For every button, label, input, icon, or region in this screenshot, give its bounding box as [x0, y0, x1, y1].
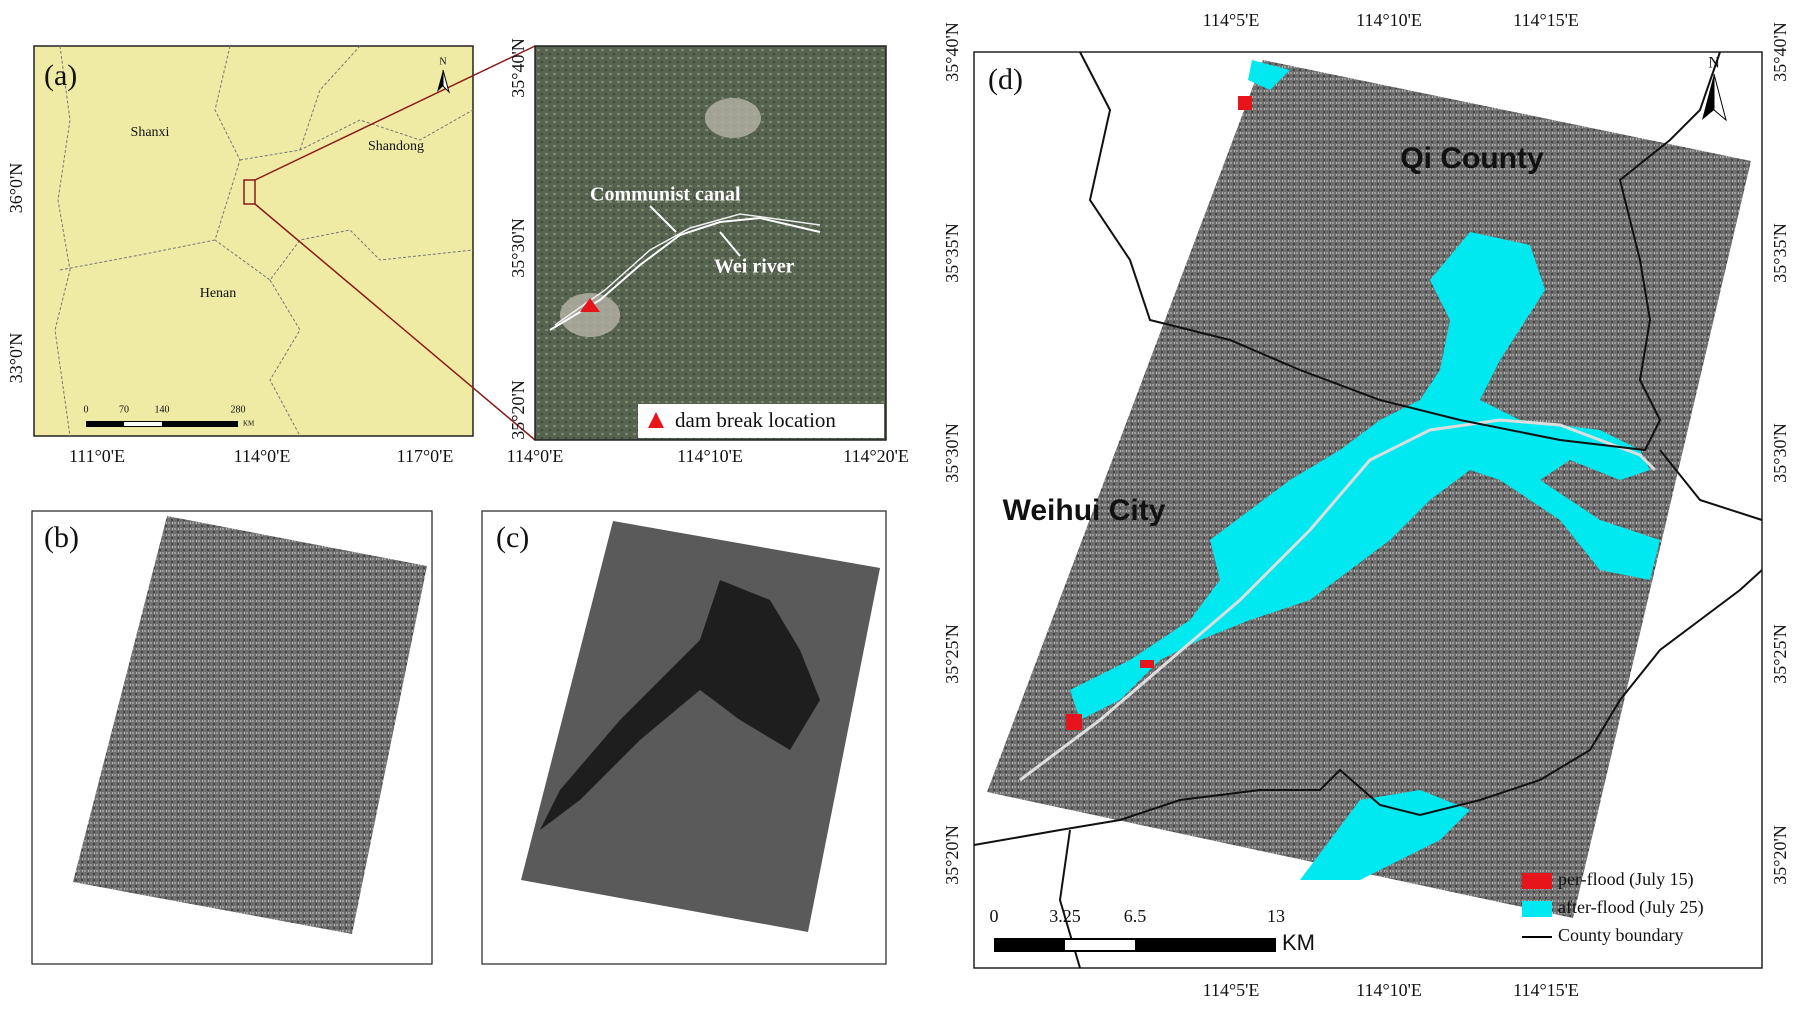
after-flood-area — [1070, 232, 1660, 720]
panel-a-map — [33, 45, 474, 437]
y-tick-label: 35°30'N — [508, 218, 528, 277]
river — [549, 216, 821, 331]
y-tick-label: 36°0'N — [6, 163, 26, 213]
x-tick-label: 114°10'E — [1356, 10, 1422, 30]
x-tick-label: 114°0'E — [507, 446, 564, 466]
flood-dark-area — [540, 580, 820, 830]
pre-flood-area — [1066, 714, 1082, 730]
scale-label: 0 — [84, 404, 89, 415]
annotation-arrow — [649, 205, 677, 233]
north-label: N — [439, 56, 446, 67]
x-tick-label: 114°15'E — [1513, 10, 1579, 30]
x-tick-label: 114°10'E — [1356, 980, 1422, 1000]
scale-unit: KM — [243, 420, 255, 428]
dam-break-marker — [580, 298, 600, 312]
town — [560, 293, 620, 337]
satellite-image — [534, 45, 887, 441]
scale-label: 13 — [1267, 906, 1285, 926]
region-label: Shandong — [368, 139, 424, 154]
x-tick-label: 114°15'E — [1513, 980, 1579, 1000]
sar-image-after — [521, 521, 880, 932]
x-tick-label: 114°5'E — [1203, 10, 1260, 30]
panel-label: (a) — [44, 59, 77, 92]
after-flood-area — [1248, 60, 1290, 90]
panel-label: (c) — [496, 521, 529, 554]
panel-label: (d) — [988, 63, 1023, 96]
y-tick-label: 35°20'N — [942, 825, 962, 884]
river — [1019, 418, 1657, 782]
annotation: Communist canal — [590, 184, 741, 206]
county-boundaries — [973, 51, 1763, 969]
panel-label: (b) — [44, 521, 79, 554]
town — [705, 98, 761, 138]
sar-image-before — [73, 516, 427, 934]
scale-bar — [1065, 940, 1135, 950]
y-tick-label: 35°25'N — [1770, 624, 1790, 683]
pre-flood-area — [1140, 660, 1154, 668]
y-tick-label: 35°40'N — [1770, 22, 1790, 81]
north-label: N — [1708, 55, 1720, 72]
y-tick-label: 35°35'N — [1770, 223, 1790, 282]
x-tick-label: 114°10'E — [677, 446, 743, 466]
scale-label: 0 — [990, 906, 999, 926]
scale-unit: KM — [1282, 930, 1315, 955]
y-tick-label: 35°35'N — [942, 223, 962, 282]
annotation-arrow — [719, 231, 741, 257]
x-tick-label: 117°0'E — [397, 446, 454, 466]
scale-label: 6.5 — [1124, 906, 1147, 926]
y-tick-label: 35°20'N — [508, 380, 528, 439]
x-tick-label: 114°0'E — [234, 446, 291, 466]
region-label: Henan — [200, 286, 237, 301]
legend-marker — [648, 412, 664, 428]
canal — [554, 213, 821, 326]
legend-label: dam break location — [675, 408, 836, 432]
scale-label: 140 — [155, 404, 170, 415]
north-arrow — [1702, 74, 1714, 120]
scale-label: 280 — [231, 404, 246, 415]
x-tick-label: 111°0'E — [69, 446, 125, 466]
y-tick-label: 33°0'N — [6, 333, 26, 383]
north-arrow — [437, 70, 443, 92]
x-tick-label: 114°5'E — [1203, 980, 1260, 1000]
x-tick-label: 114°20'E — [843, 446, 909, 466]
y-tick-label: 35°40'N — [508, 38, 528, 97]
y-tick-label: 35°30'N — [942, 423, 962, 482]
scale-bar — [124, 422, 162, 426]
scale-label: 3.25 — [1049, 906, 1081, 926]
study-area-box — [243, 179, 256, 205]
place-label: Weihui City — [1003, 494, 1166, 527]
y-tick-label: 35°40'N — [942, 22, 962, 81]
place-label: Qi County — [1400, 142, 1544, 175]
zoom-line — [254, 45, 536, 181]
y-tick-label: 35°25'N — [942, 624, 962, 683]
annotation: Wei river — [714, 256, 795, 278]
legend-label: after-flood (July 25) — [1558, 897, 1704, 918]
legend-box — [638, 404, 884, 438]
north-arrow — [1713, 73, 1727, 122]
scale-label: 70 — [119, 404, 129, 415]
zoom-line — [254, 203, 536, 441]
legend-label: County boundary — [1558, 925, 1684, 945]
y-tick-label: 35°30'N — [1770, 423, 1790, 482]
province-borders — [54, 45, 474, 437]
pre-flood-area — [1238, 96, 1252, 110]
y-tick-label: 35°20'N — [1770, 825, 1790, 884]
legend-label: per-flood (July 15) — [1558, 869, 1694, 890]
legend-swatch — [1522, 873, 1552, 889]
north-arrow — [442, 69, 450, 94]
region-label: Shanxi — [131, 125, 170, 140]
legend-swatch — [1522, 901, 1552, 917]
